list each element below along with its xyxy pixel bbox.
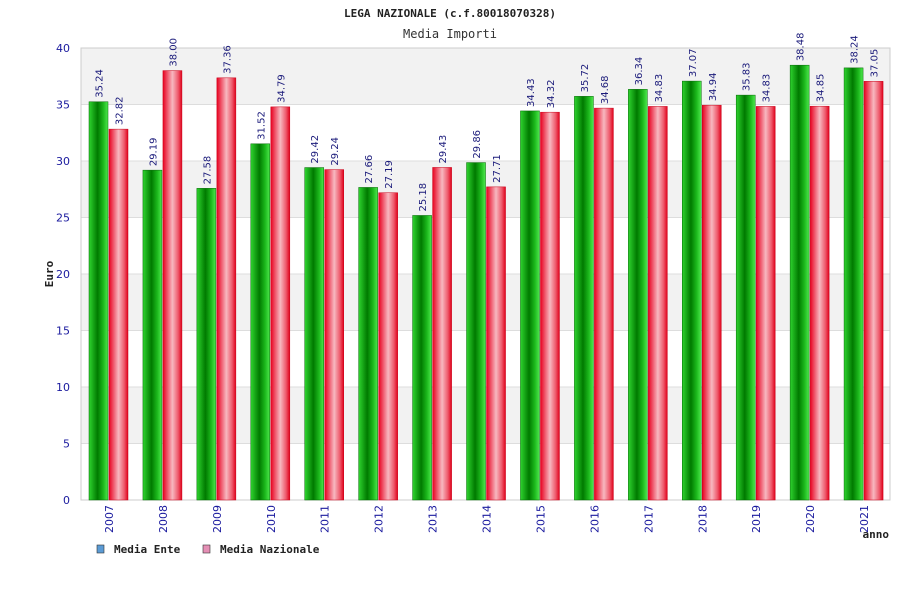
value-label-media-ente: 29.86 [472,130,483,159]
bar-media-ente [682,80,702,501]
bar-media-ente [412,215,432,501]
value-label-media-ente: 29.42 [310,135,321,164]
bar-media-ente [142,169,163,501]
bar-media-nazionale [809,105,830,501]
value-label-media-nazionale: 34.68 [600,75,611,104]
value-label-media-nazionale: 27.19 [384,160,395,189]
legend-swatch-nazionale [202,544,211,554]
bars [88,64,884,501]
x-tick-label: 2011 [319,505,332,533]
x-tick-label: 2018 [696,505,709,533]
x-tick-label: 2016 [588,505,601,533]
value-labels: 35.24 32.82 29.19 38.00 27.58 37.36 31.52 34.79… [95,33,881,212]
x-axis-ticks: 2007 2008 2009 2010 2011 2012 2013 2014 2015 2016… [103,505,871,533]
value-label-media-ente: 36.34 [634,57,645,86]
bar-media-ente [843,67,864,501]
bar-media-ente [196,188,217,501]
x-tick-label: 2009 [211,505,224,533]
value-label-media-ente: 34.43 [526,78,537,107]
value-label-media-ente: 31.52 [256,111,267,140]
x-tick-label: 2007 [103,505,116,533]
y-tick-label: 20 [56,268,70,281]
y-tick-label: 0 [63,494,70,507]
value-label-media-nazionale: 34.83 [654,74,665,103]
x-tick-label: 2012 [373,505,386,533]
bar-media-nazionale [162,70,183,501]
y-tick-label: 25 [56,212,70,225]
bar-media-nazionale [216,77,237,501]
legend-label-ente: Media Ente [114,543,181,556]
x-tick-label: 2008 [157,505,170,533]
value-label-media-nazionale: 32.82 [115,96,126,125]
legend: Media Ente Media Nazionale [96,543,320,556]
bar-media-ente [358,187,378,501]
y-axis-label: Euro [43,260,56,287]
bar-media-ente [304,167,324,501]
bar-media-nazionale [863,81,884,501]
chart-title: LEGA NAZIONALE (c.f.80018070328) [344,7,556,20]
x-tick-label: 2013 [427,505,440,533]
value-label-media-nazionale: 34.83 [762,74,773,103]
bar-media-ente [628,89,648,501]
x-tick-label: 2020 [804,505,817,533]
bar-media-nazionale [648,106,668,501]
x-tick-label: 2010 [265,505,278,533]
bar-media-nazionale [702,104,722,501]
y-tick-label: 30 [56,155,70,168]
bar-media-ente [466,162,486,501]
chart-subtitle: Media Importi [403,27,497,41]
value-label-media-ente: 37.07 [688,48,699,77]
y-tick-label: 35 [56,99,70,112]
legend-label-nazionale: Media Nazionale [220,543,320,556]
value-label-media-ente: 27.58 [202,156,213,185]
bar-media-nazionale [108,128,129,501]
value-label-media-nazionale: 34.85 [816,74,827,103]
value-label-media-nazionale: 27.71 [492,154,503,183]
x-tick-label: 2015 [534,505,547,533]
bar-media-ente [88,101,109,501]
bar-media-ente [250,143,271,501]
bar-media-nazionale [432,167,452,501]
bar-media-nazionale [486,186,506,501]
y-tick-label: 5 [63,438,70,451]
bar-media-nazionale [594,107,614,501]
value-label-media-nazionale: 34.32 [546,80,557,109]
bar-media-nazionale [378,192,398,501]
bar-media-ente [574,96,594,501]
x-tick-label: 2017 [642,505,655,533]
bar-media-nazionale [324,169,344,501]
value-label-media-ente: 38.48 [796,33,807,62]
y-tick-label: 15 [56,325,70,338]
x-tick-label: 2014 [481,505,494,533]
legend-swatch-ente [96,544,105,554]
bar-media-ente [520,110,540,501]
value-label-media-ente: 29.19 [148,138,159,167]
y-tick-label: 40 [56,42,70,55]
y-tick-label: 10 [56,381,70,394]
value-label-media-ente: 35.83 [742,62,753,91]
bar-media-ente [735,94,756,501]
bar-media-nazionale [755,106,776,501]
x-tick-label: 2021 [858,505,871,533]
x-tick-label: 2019 [750,505,763,533]
value-label-media-ente: 25.18 [418,183,429,212]
value-label-media-nazionale: 38.00 [168,38,179,67]
value-label-media-ente: 35.24 [95,69,106,98]
value-label-media-ente: 35.72 [580,64,591,93]
value-label-media-ente: 38.24 [850,35,861,64]
value-label-media-nazionale: 29.43 [438,135,449,164]
value-label-media-nazionale: 37.36 [222,45,233,74]
value-label-media-nazionale: 37.05 [870,49,881,78]
bar-media-nazionale [540,111,560,501]
y-axis-ticks: 0 5 10 15 20 25 30 35 40 [56,42,70,507]
value-label-media-ente: 27.66 [364,155,375,184]
value-label-media-nazionale: 29.24 [330,137,341,166]
bar-media-ente [789,64,810,501]
x-axis-label: anno [863,528,890,541]
value-label-media-nazionale: 34.79 [276,74,287,103]
bar-media-nazionale [270,106,291,501]
value-label-media-nazionale: 34.94 [708,73,719,102]
